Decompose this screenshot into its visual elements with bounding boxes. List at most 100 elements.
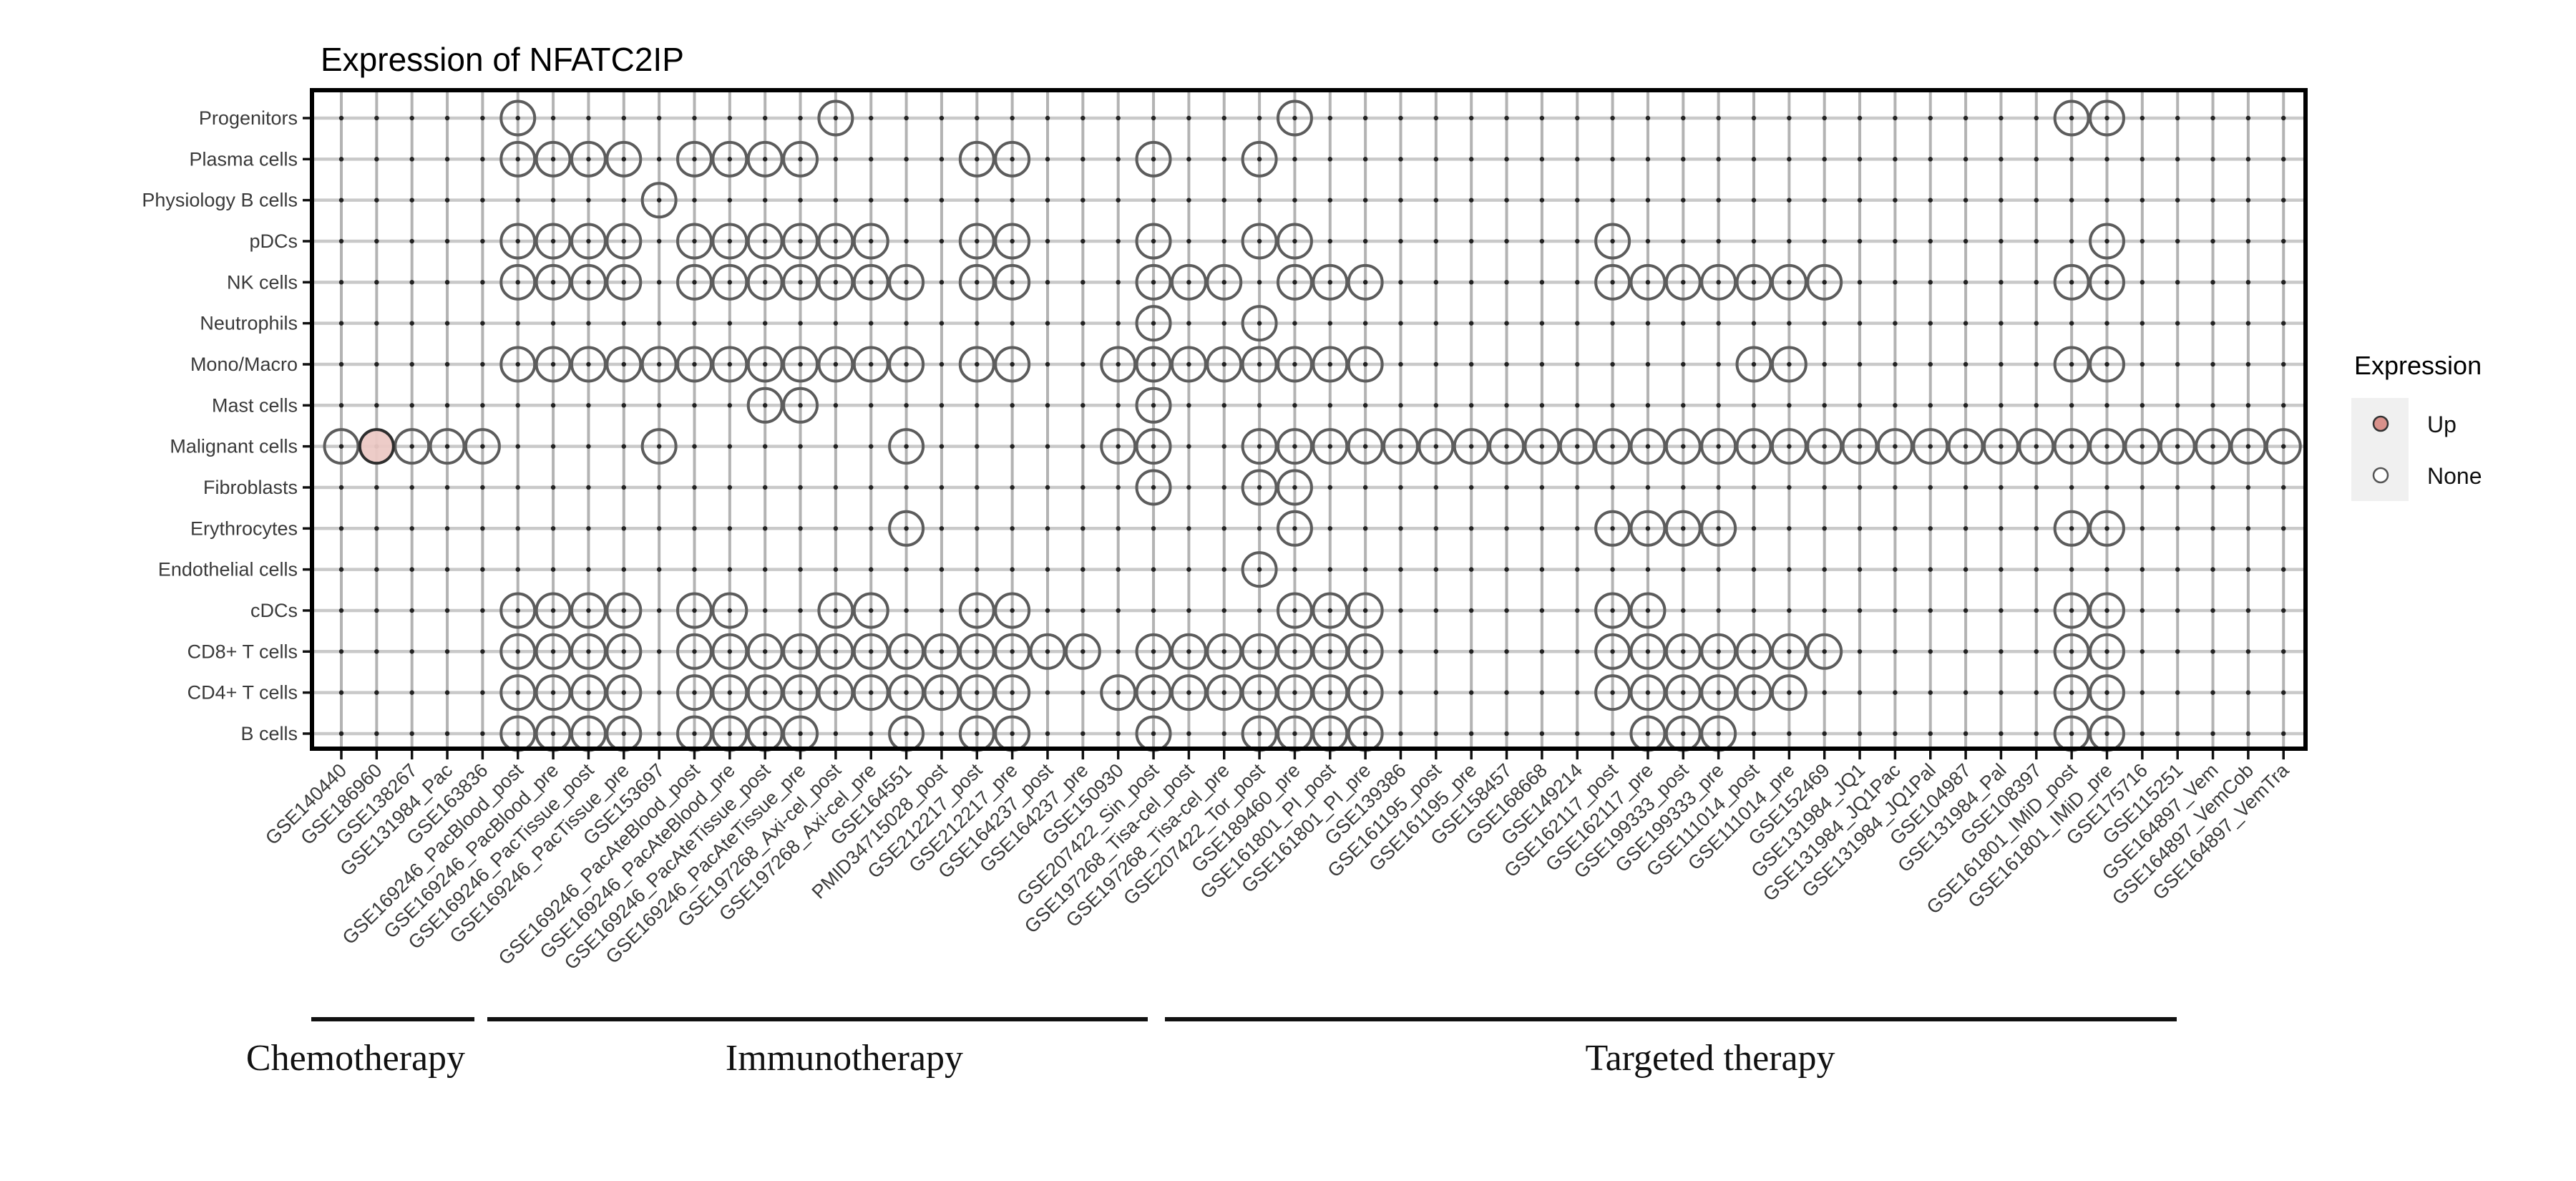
grid-intersection-dot — [2034, 361, 2039, 367]
grid-intersection-dot — [1151, 444, 1156, 449]
grid-intersection-dot — [1893, 321, 1898, 326]
grid-intersection-dot — [1221, 526, 1226, 531]
expression-dot-none — [535, 263, 572, 301]
grid-intersection-dot — [869, 238, 874, 244]
grid-intersection-dot — [1610, 567, 1615, 572]
expression-dot-none — [394, 428, 431, 465]
expression-dot-none — [888, 346, 925, 383]
grid-intersection-dot — [869, 115, 874, 121]
expression-dot-none — [499, 99, 537, 137]
grid-intersection-dot — [515, 238, 520, 244]
grid-intersection-dot — [904, 731, 909, 737]
expression-dot-none — [2089, 263, 2125, 301]
expression-dot-up — [358, 428, 395, 465]
grid-intersection-dot — [1116, 115, 1121, 121]
grid-intersection-dot — [444, 403, 450, 408]
grid-intersection-dot — [1327, 198, 1333, 203]
grid-intersection-dot — [939, 238, 945, 244]
y-axis-label: Erythrocytes — [190, 517, 298, 539]
grid-intersection-dot — [2140, 731, 2145, 737]
grid-intersection-dot — [2245, 444, 2251, 449]
y-axis-label: Physiology B cells — [142, 190, 298, 211]
grid-intersection-dot — [1362, 280, 1368, 285]
grid-intersection-dot — [1080, 526, 1085, 531]
grid-intersection-dot — [1751, 321, 1757, 326]
grid-intersection-dot — [1928, 238, 1933, 244]
expression-dot-none — [746, 674, 784, 711]
grid-intersection-dot — [1327, 690, 1333, 695]
grid-intersection-dot — [1469, 280, 1474, 285]
grid-intersection-dot — [1575, 238, 1580, 244]
grid-intersection-dot — [515, 361, 520, 367]
grid-intersection-dot — [763, 444, 768, 449]
grid-intersection-dot — [1787, 157, 1792, 162]
grid-intersection-dot — [2245, 690, 2251, 695]
expression-dot-none — [2230, 428, 2267, 465]
grid-intersection-dot — [2140, 403, 2145, 408]
expression-dot-none — [2159, 428, 2196, 465]
grid-intersection-dot — [1539, 115, 1545, 121]
grid-intersection-dot — [515, 321, 520, 326]
grid-intersection-dot — [727, 526, 733, 531]
grid-intersection-dot — [1893, 608, 1898, 613]
grid-intersection-dot — [975, 567, 980, 572]
grid-intersection-dot — [1504, 485, 1509, 490]
expression-dot-none — [570, 346, 607, 383]
grid-intersection-dot — [798, 321, 803, 326]
grid-intersection-dot — [2210, 444, 2215, 449]
grid-intersection-dot — [550, 115, 556, 121]
grid-intersection-dot — [1999, 198, 2004, 203]
grid-intersection-dot — [1362, 403, 1368, 408]
expression-dot-none — [1241, 633, 1278, 670]
expression-dot-none — [1241, 305, 1278, 342]
grid-intersection-dot — [692, 321, 697, 326]
grid-intersection-dot — [1221, 731, 1226, 737]
grid-intersection-dot — [1433, 649, 1439, 654]
grid-intersection-dot — [1504, 321, 1509, 326]
expression-dot-none — [1523, 428, 1561, 465]
expression-dot-none — [570, 674, 607, 711]
grid-intersection-dot — [1010, 115, 1015, 121]
grid-intersection-dot — [338, 485, 344, 490]
expression-dot-none — [994, 592, 1031, 629]
expression-dot-none — [958, 346, 995, 383]
grid-intersection-dot — [1787, 567, 1792, 572]
grid-intersection-dot — [338, 280, 344, 285]
grid-intersection-dot — [1893, 198, 1898, 203]
grid-intersection-dot — [1610, 731, 1615, 737]
expression-dot-none — [958, 223, 995, 260]
grid-intersection-dot — [1257, 567, 1262, 572]
grid-intersection-dot — [2034, 238, 2039, 244]
therapy-group-brackets: Chemotherapy Immunotherapy Targeted therap… — [246, 1017, 2177, 1079]
grid-intersection-dot — [1787, 115, 1792, 121]
grid-intersection-dot — [975, 608, 980, 613]
grid-intersection-dot — [1045, 361, 1050, 367]
grid-intersection-dot — [2245, 157, 2251, 162]
grid-intersection-dot — [338, 690, 344, 695]
grid-intersection-dot — [480, 526, 485, 531]
grid-intersection-dot — [1257, 649, 1262, 654]
grid-intersection-dot — [656, 690, 662, 695]
expression-dot-none — [1135, 223, 1172, 260]
grid-intersection-dot — [1398, 690, 1403, 695]
grid-intersection-dot — [833, 649, 839, 654]
grid-intersection-dot — [444, 115, 450, 121]
expression-dot-none — [2089, 99, 2125, 137]
grid-intersection-dot — [656, 526, 662, 531]
grid-intersection-dot — [1292, 649, 1297, 654]
grid-intersection-dot — [2210, 567, 2215, 572]
grid-intersection-dot — [1469, 115, 1474, 121]
grid-intersection-dot — [1116, 198, 1121, 203]
grid-intersection-dot — [939, 485, 945, 490]
grid-intersection-dot — [480, 731, 485, 737]
grid-intersection-dot — [904, 321, 909, 326]
grid-intersection-dot — [2034, 485, 2039, 490]
grid-intersection-dot — [904, 280, 909, 285]
expression-dot-none — [1276, 99, 1313, 137]
grid-intersection-dot — [1928, 361, 1933, 367]
grid-intersection-dot — [444, 361, 450, 367]
grid-intersection-dot — [550, 649, 556, 654]
grid-intersection-dot — [621, 526, 626, 531]
grid-intersection-dot — [1433, 280, 1439, 285]
grid-intersection-dot — [1327, 444, 1333, 449]
